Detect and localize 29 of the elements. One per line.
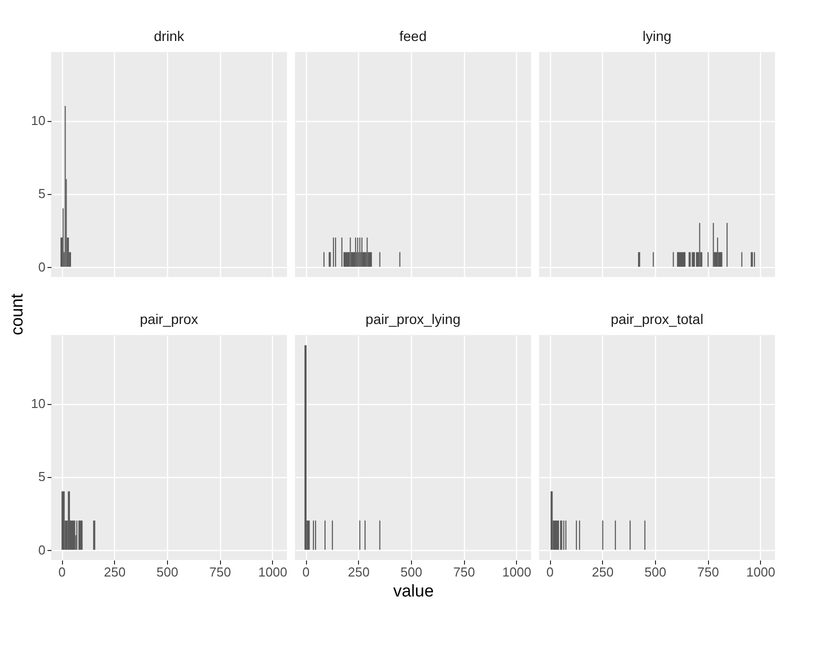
x-tick-label: 500 [156, 564, 178, 580]
y-tick-label: 0 [38, 259, 46, 274]
x-tick-label: 250 [592, 564, 614, 580]
x-tick-label: 750 [453, 564, 475, 580]
x-tick-label: 1000 [258, 564, 288, 580]
x-tick-label: 750 [697, 564, 719, 580]
x-tick-label: 0 [546, 564, 554, 580]
x-tick-label: 1000 [502, 564, 532, 580]
chart-title: drink [154, 28, 186, 44]
chart-title: pair_prox [140, 311, 198, 327]
x-tick-label: 500 [644, 564, 666, 580]
y-tick-label: 0 [38, 542, 46, 558]
y-axis-title: count [8, 293, 27, 336]
x-tick-label: 0 [58, 564, 66, 580]
x-tick-label: 0 [302, 564, 310, 580]
y-tick-label: 5 [38, 186, 46, 202]
chart-title: pair_prox_total [610, 311, 704, 327]
y-tick-label: 10 [31, 113, 46, 128]
x-tick-label: 250 [104, 564, 126, 580]
y-tick-label: 10 [31, 396, 46, 412]
chart-title: lying [642, 28, 672, 44]
x-axis-title: value [393, 582, 434, 600]
chart-title: feed [399, 28, 427, 44]
chart-title: pair_prox_lying [366, 311, 460, 327]
x-tick-label: 500 [400, 564, 422, 580]
x-tick-label: 1000 [746, 564, 776, 580]
y-tick-label: 5 [38, 469, 46, 484]
x-tick-label: 250 [348, 564, 370, 580]
x-tick-label: 750 [209, 564, 231, 580]
